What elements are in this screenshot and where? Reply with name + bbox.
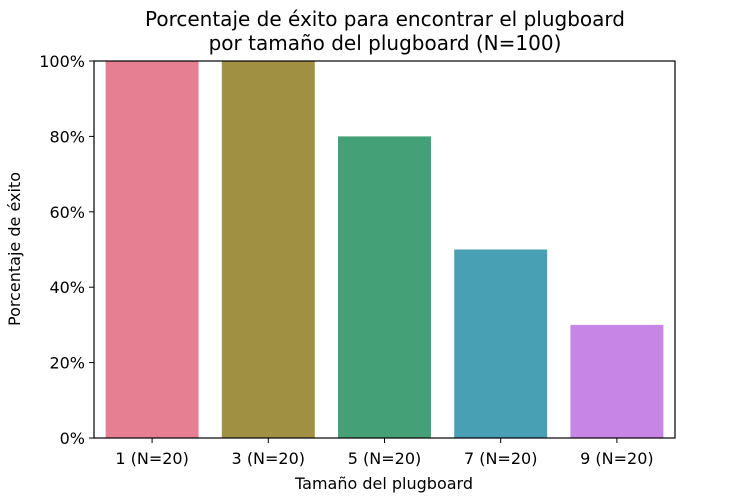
chart-title-line-2: por tamaño del plugboard (N=100) [209, 31, 562, 55]
y-tick-label-60: 60% [49, 203, 85, 222]
bar-1 [105, 61, 199, 438]
bar-2 [221, 61, 315, 438]
bar-4 [454, 249, 548, 438]
plot-area-frame [93, 60, 676, 439]
x-axis-label: Tamaño del plugboard [294, 474, 473, 493]
x-tick-label-2: 3 (N=20) [232, 449, 305, 468]
y-tick-label-100: 100% [39, 52, 85, 71]
y-tick-label-40: 40% [49, 278, 85, 297]
x-tick-label-3: 5 (N=20) [348, 449, 421, 468]
y-tick-label-80: 80% [49, 127, 85, 146]
x-tick-label-5: 9 (N=20) [580, 449, 653, 468]
bar-5 [570, 324, 664, 438]
bar-3 [338, 136, 431, 438]
chart-title-line-1: Porcentaje de éxito para encontrar el pl… [145, 7, 625, 31]
y-tick-label-20: 20% [49, 354, 85, 373]
y-tick-label-0: 0% [60, 429, 85, 448]
x-tick-label-4: 7 (N=20) [464, 449, 537, 468]
bars-layer [105, 61, 664, 438]
x-tick-label-1: 1 (N=20) [115, 449, 188, 468]
ticks-layer: 1 (N=20) 3 (N=20) 5 (N=20) 7 (N=20) 9 (N=20)… [39, 52, 653, 468]
y-axis-label: Porcentaje de éxito [5, 172, 24, 326]
